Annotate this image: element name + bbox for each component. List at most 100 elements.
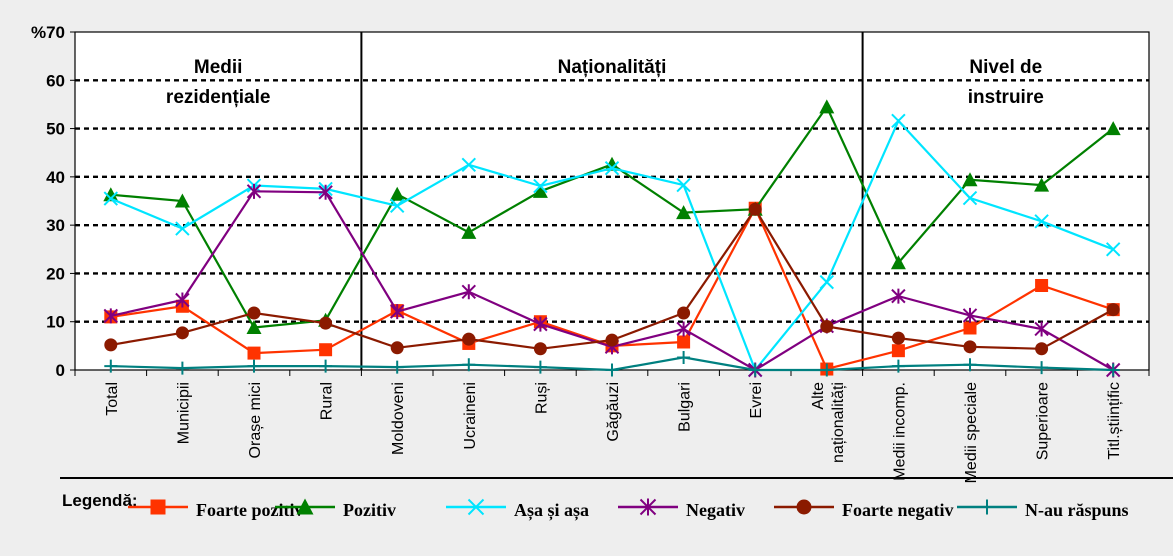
- data-point: [1035, 342, 1049, 356]
- x-tick-label-line: Ucraineni: [462, 382, 479, 450]
- section-title: instruire: [968, 87, 1044, 108]
- data-point: [532, 183, 548, 198]
- x-tick-label-line: Găgăuzi: [605, 382, 622, 442]
- legend-title: Legendă:: [62, 491, 138, 510]
- y-tick-label: 0: [56, 361, 65, 380]
- data-point: [1034, 321, 1049, 337]
- x-tick-label: Medii incomp.: [891, 382, 908, 481]
- x-tick-label: Total: [104, 382, 121, 416]
- data-point: [318, 184, 333, 200]
- data-point: [819, 274, 835, 290]
- data-point: [533, 360, 547, 374]
- x-tick-label: Evrei: [748, 382, 765, 418]
- data-point: [819, 99, 835, 114]
- legend-label: Așa și așa: [514, 500, 589, 521]
- data-point: [467, 498, 485, 516]
- data-point: [104, 359, 118, 373]
- section-title: rezidențiale: [166, 87, 271, 108]
- x-tick-label-line: naționalități: [830, 382, 847, 463]
- data-point: [462, 332, 476, 346]
- legend-item: Foarte negativ: [774, 499, 953, 520]
- data-point: [962, 190, 978, 206]
- data-point: [247, 306, 261, 320]
- data-point: [962, 307, 978, 323]
- data-point: [150, 499, 166, 515]
- series-n-au-r-spuns: [104, 350, 1120, 377]
- data-point: [979, 499, 995, 515]
- x-tick-label-line: Bulgari: [677, 382, 694, 432]
- y-tick-label: 10: [46, 313, 65, 332]
- x-tick-label: Municipii: [175, 382, 192, 444]
- data-point: [533, 342, 547, 356]
- data-point: [891, 331, 905, 345]
- legend-label: Negativ: [686, 500, 745, 520]
- section-titles: Medii rezidențiale Naționalități Nivel de in…: [166, 32, 1044, 370]
- data-point: [639, 498, 657, 516]
- data-point: [175, 292, 190, 308]
- x-tick-label-line: Rural: [319, 382, 336, 420]
- data-point: [1105, 242, 1121, 257]
- data-point: [676, 205, 692, 220]
- x-tick-label: Moldoveni: [390, 382, 407, 455]
- data-point: [390, 341, 404, 355]
- x-tick-label-line: Superioare: [1035, 382, 1052, 460]
- data-point: [963, 340, 977, 354]
- data-point: [389, 198, 405, 214]
- x-tick-label-line: Total: [104, 382, 121, 416]
- legend-item: Așa și așa: [446, 498, 589, 521]
- data-point: [891, 344, 905, 358]
- data-point: [963, 321, 977, 335]
- data-point: [676, 321, 691, 337]
- x-tick-label-line: Moldoveni: [390, 382, 407, 455]
- legend-item: Pozitiv: [275, 498, 396, 520]
- x-tick-label: Rural: [319, 382, 336, 420]
- data-point: [319, 359, 333, 373]
- legend-label: Foarte negativ: [842, 500, 953, 520]
- y-tick-label: 20: [46, 264, 65, 283]
- y-tick-label: 40: [46, 168, 65, 187]
- x-tick-label-line: Evrei: [748, 382, 765, 418]
- data-point: [963, 358, 977, 372]
- x-tick-label-line: Alte: [810, 382, 827, 410]
- data-point: [820, 320, 834, 334]
- data-point: [247, 346, 261, 360]
- legend: Legendă: Foarte pozitiv Pozitiv Așa și așa N…: [60, 477, 1173, 521]
- legend-label: Foarte pozitiv: [196, 500, 303, 520]
- x-tick-label: Ucraineni: [462, 382, 479, 450]
- data-point: [1106, 363, 1120, 377]
- data-point: [748, 363, 762, 377]
- legend-label: N-au răspuns: [1025, 500, 1129, 520]
- series-group: [103, 99, 1121, 378]
- data-point: [796, 499, 812, 515]
- y-tick-label: 60: [46, 71, 65, 90]
- x-tick-label-line: Ruși: [533, 382, 550, 414]
- legend-label: Pozitiv: [343, 500, 396, 520]
- data-point: [247, 359, 261, 373]
- x-tick-label: Ruși: [533, 382, 550, 414]
- legend-item: N-au răspuns: [957, 499, 1129, 520]
- x-tick-label-line: Municipii: [175, 382, 192, 444]
- data-point: [461, 224, 477, 239]
- x-tick-label: Superioare: [1035, 382, 1052, 460]
- legend-item: Negativ: [618, 498, 745, 520]
- data-point: [462, 358, 476, 372]
- data-point: [890, 255, 906, 270]
- data-point: [1034, 177, 1050, 192]
- data-point: [103, 191, 119, 206]
- data-point: [389, 186, 405, 201]
- x-tick-label: Găgăuzi: [605, 382, 622, 442]
- section-title: Naționalități: [558, 57, 667, 78]
- x-tick-label-line: Orașe mici: [247, 382, 264, 458]
- x-tick-label-line: Medii incomp.: [891, 382, 908, 481]
- data-point: [677, 335, 691, 349]
- data-point: [246, 320, 262, 335]
- data-point: [891, 113, 906, 129]
- data-point: [1106, 303, 1120, 317]
- data-point: [677, 306, 691, 320]
- data-point: [533, 178, 548, 194]
- y-tick-label: 30: [46, 216, 65, 235]
- data-point: [296, 498, 314, 515]
- data-point: [175, 221, 190, 236]
- x-tick-label-line: Titl.științific: [1106, 382, 1123, 460]
- x-tick-label: Titl.științific: [1106, 382, 1123, 460]
